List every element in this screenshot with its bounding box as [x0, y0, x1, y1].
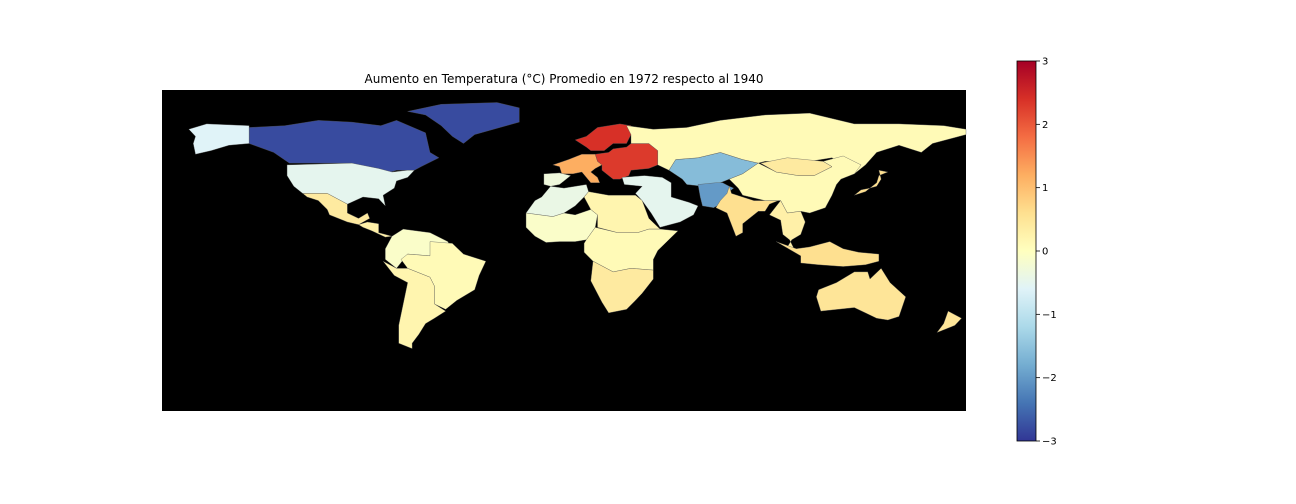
region-western-europe [552, 154, 603, 183]
colorbar-ticks: 3 2 1 0 −1 −2 −3 [1036, 57, 1057, 448]
region-southeast-asia [769, 200, 806, 249]
region-southern-africa [590, 260, 654, 314]
region-alaska [188, 123, 250, 155]
region-brazil [400, 241, 487, 310]
region-middle-east [621, 175, 699, 228]
region-scandinavia [574, 123, 632, 151]
colorbar-tick-label: 0 [1042, 247, 1048, 258]
region-japan [854, 170, 889, 196]
region-iberia [543, 172, 572, 187]
colorbar-tick-label: −3 [1042, 437, 1057, 448]
region-mongolia [760, 157, 833, 176]
region-new-zealand [936, 310, 962, 333]
country-layer [188, 102, 967, 349]
region-indonesia [776, 241, 880, 267]
region-greenland [407, 102, 520, 144]
map-title: Aumento en Temperatura (°C) Promedio en … [365, 72, 764, 86]
colorbar-tick-label: −1 [1042, 310, 1057, 321]
region-southern-south-america [382, 261, 446, 349]
region-central-africa [583, 227, 679, 273]
region-mexico [302, 193, 370, 225]
map-plot-area [162, 90, 967, 411]
colorbar-tick-label: 3 [1042, 57, 1048, 68]
colorbar-gradient [1016, 60, 1037, 442]
colorbar-tick-label: −2 [1042, 373, 1057, 384]
region-eastern-europe [595, 143, 658, 180]
colorbar-tick-label: 2 [1042, 120, 1048, 131]
region-australia [816, 268, 906, 321]
region-canada [248, 120, 440, 176]
colorbar-tick-label: 1 [1042, 183, 1048, 194]
region-russia [626, 113, 967, 175]
colorbar: 3 2 1 0 −1 −2 −3 [1016, 57, 1057, 448]
